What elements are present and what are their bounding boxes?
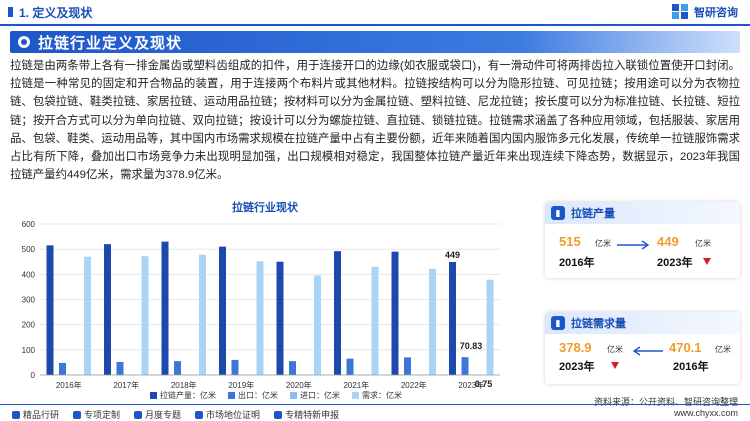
arrow-right-icon — [617, 240, 650, 250]
data-label: 70.83 — [460, 341, 483, 351]
bar-production — [104, 244, 111, 375]
page-title: 拉链行业定义及现状 — [38, 34, 183, 52]
y-tick-label: 200 — [22, 321, 36, 330]
x-tick-label: 2021年 — [343, 380, 369, 390]
bar-export — [461, 357, 469, 375]
production-2023-unit: 亿米 — [695, 239, 711, 248]
production-2016-unit: 亿米 — [595, 239, 611, 248]
y-tick-label: 400 — [22, 270, 36, 279]
demand-2023-value: 378.9 — [559, 340, 592, 355]
production-2023-year: 2023年 — [657, 257, 693, 269]
chart-legend: 拉链产量：亿米 出口：亿米 进口：亿米 需求：亿米 — [150, 390, 402, 401]
legend-item-import: 进口：亿米 — [290, 390, 340, 401]
arrow-left-icon — [632, 346, 663, 356]
bar-export — [231, 359, 239, 375]
demand-card-title: 拉链需求量 — [571, 318, 626, 330]
bar-chart: 0 100 200 300 400 500 600 2016年 2017年 2018年 2019年 2… — [22, 220, 500, 390]
location-pin-icon — [18, 36, 30, 48]
bar-export — [116, 361, 124, 375]
bar-production — [334, 251, 341, 375]
data-label: 0.75 — [475, 379, 493, 389]
section-title: 1. 定义及现状 — [19, 5, 93, 20]
y-tick-label: 0 — [31, 371, 36, 380]
definition-paragraph: 拉链是由两条带上各有一排金属齿或塑料齿组成的扣件，用于连接开口的边缘(如衣服或袋… — [10, 60, 740, 182]
bar-demand — [371, 266, 379, 375]
down-arrow-icon — [611, 362, 619, 369]
footer-links: 精品行研 专项定制 月度专题 市场地位证明 专精特新申报 — [12, 408, 339, 421]
bar-demand — [141, 256, 149, 375]
x-tick-label: 2022年 — [401, 380, 427, 390]
bar-demand — [429, 268, 436, 375]
production-card: ▮ 拉链产量 515 亿米 2016年 449 亿米 2023年 — [545, 202, 740, 278]
x-tick-label: 2020年 — [286, 380, 312, 390]
demand-2023-year: 2023年 — [559, 361, 595, 373]
y-tick-label: 100 — [22, 346, 36, 355]
demand-card: ▮ 拉链需求量 378.9 亿米 2023年 470.1 亿米 2016年 — [545, 312, 740, 384]
bar-production — [391, 251, 399, 375]
data-label: 449 — [445, 250, 460, 260]
demand-2016-value: 470.1 — [669, 340, 702, 355]
bar-production — [276, 261, 284, 375]
bar-production — [219, 246, 226, 375]
x-tick-label: 2018年 — [171, 380, 197, 390]
bar-export — [346, 358, 354, 375]
footer: 精品行研 专项定制 月度专题 市场地位证明 专精特新申报 www.chyxx.c… — [0, 404, 750, 421]
demand-2016-unit: 亿米 — [715, 345, 731, 354]
bar-production — [449, 262, 456, 375]
footer-item[interactable]: 市场地位证明 — [195, 408, 260, 421]
production-2016-year: 2016年 — [559, 257, 595, 269]
production-2023-value: 449 — [657, 234, 679, 249]
bar-demand — [84, 256, 91, 375]
bar-demand — [199, 254, 206, 375]
footer-item[interactable]: 专项定制 — [73, 408, 120, 421]
y-tick-label: 600 — [22, 220, 36, 229]
footer-website[interactable]: www.chyxx.com — [673, 408, 738, 418]
x-tick-label: 2023年 — [458, 380, 484, 390]
chart-title: 拉链行业现状 — [232, 202, 298, 214]
bar-demand — [314, 275, 321, 375]
x-tick-label: 2019年 — [228, 380, 254, 390]
footer-item[interactable]: 精品行研 — [12, 408, 59, 421]
brand-name: 智研咨询 — [694, 7, 738, 19]
production-2016-value: 515 — [559, 234, 581, 249]
title-banner: 拉链行业定义及现状 — [10, 31, 740, 53]
demand-card-header: ▮ 拉链需求量 — [545, 312, 740, 334]
bar-production — [46, 245, 54, 375]
legend-item-export: 出口：亿米 — [228, 390, 278, 401]
section-marker — [8, 7, 13, 17]
bar-export — [59, 362, 66, 375]
demand-2016-year: 2016年 — [673, 361, 709, 373]
demand-2023-unit: 亿米 — [607, 345, 623, 354]
footer-item[interactable]: 专精特新申报 — [274, 408, 339, 421]
y-tick-label: 300 — [22, 296, 36, 305]
bar-demand — [486, 279, 494, 375]
y-tick-label: 500 — [22, 245, 36, 254]
bar-export — [174, 361, 181, 375]
brand: 智研咨询 — [672, 4, 738, 20]
bar-demand — [256, 261, 264, 375]
data-source: 资料来源：公开资料、智研咨询整理 — [593, 397, 738, 407]
bar-production — [161, 241, 169, 375]
bar-export — [404, 357, 411, 375]
bar-chart-icon: ▮ — [551, 206, 565, 220]
header-divider — [0, 24, 750, 26]
bar-export — [289, 361, 296, 375]
production-card-title: 拉链产量 — [571, 208, 615, 220]
top-header: 1. 定义及现状 — [0, 0, 750, 24]
legend-item-demand: 需求：亿米 — [352, 390, 402, 401]
brand-logo-icon — [672, 4, 690, 20]
footer-item[interactable]: 月度专题 — [134, 408, 181, 421]
down-arrow-icon — [703, 258, 711, 265]
legend-item-production: 拉链产量：亿米 — [150, 390, 216, 401]
production-card-header: ▮ 拉链产量 — [545, 202, 740, 224]
x-tick-label: 2016年 — [56, 380, 82, 390]
x-tick-label: 2017年 — [113, 380, 139, 390]
bar-chart-icon: ▮ — [551, 316, 565, 330]
